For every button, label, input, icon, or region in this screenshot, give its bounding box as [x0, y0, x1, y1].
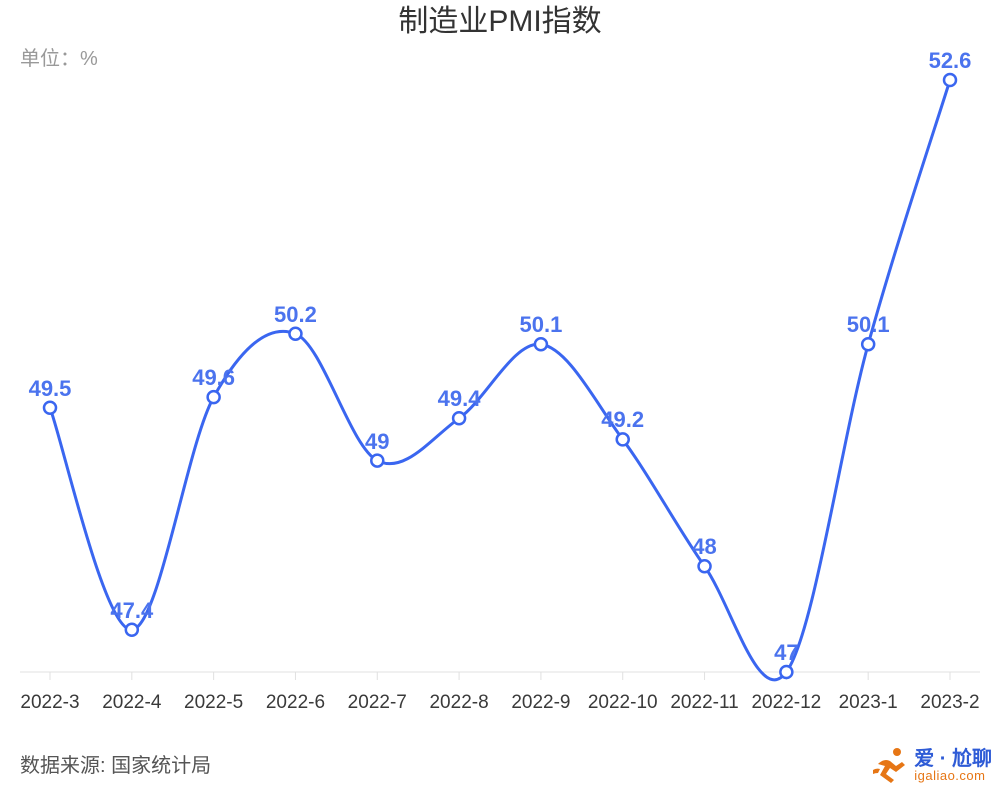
- data-label: 50.2: [274, 302, 317, 328]
- data-point: [208, 391, 220, 403]
- x-tick-label: 2023-2: [920, 692, 979, 714]
- data-point: [862, 338, 874, 350]
- data-label: 49.4: [438, 386, 481, 412]
- data-label: 49.2: [601, 407, 644, 433]
- data-point: [453, 412, 465, 424]
- line-chart: [0, 0, 1000, 794]
- x-tick-label: 2022-9: [511, 692, 570, 714]
- data-point: [699, 560, 711, 572]
- x-tick-label: 2022-7: [348, 692, 407, 714]
- series-line: [50, 80, 950, 680]
- data-label: 49.6: [192, 365, 235, 391]
- data-point: [371, 455, 383, 467]
- data-label: 47.4: [110, 598, 153, 624]
- data-label: 50.1: [847, 312, 890, 338]
- data-label: 50.1: [519, 312, 562, 338]
- x-tick-label: 2023-1: [839, 692, 898, 714]
- data-point: [944, 74, 956, 86]
- x-tick-label: 2022-5: [184, 692, 243, 714]
- data-point: [535, 338, 547, 350]
- x-tick-label: 2022-10: [588, 692, 658, 714]
- x-tick-label: 2022-11: [670, 692, 738, 714]
- data-label: 48: [692, 534, 716, 560]
- x-tick-label: 2022-12: [751, 692, 821, 714]
- x-tick-label: 2022-4: [102, 692, 161, 714]
- x-tick-label: 2022-6: [266, 692, 325, 714]
- x-tick-label: 2022-8: [429, 692, 488, 714]
- data-label: 52.6: [929, 48, 972, 74]
- data-point: [126, 624, 138, 636]
- data-point: [44, 402, 56, 414]
- data-point: [289, 328, 301, 340]
- data-label: 47: [774, 640, 798, 666]
- x-tick-label: 2022-3: [20, 692, 79, 714]
- data-point: [617, 433, 629, 445]
- data-label: 49.5: [29, 376, 72, 402]
- data-label: 49: [365, 429, 389, 455]
- data-point: [780, 666, 792, 678]
